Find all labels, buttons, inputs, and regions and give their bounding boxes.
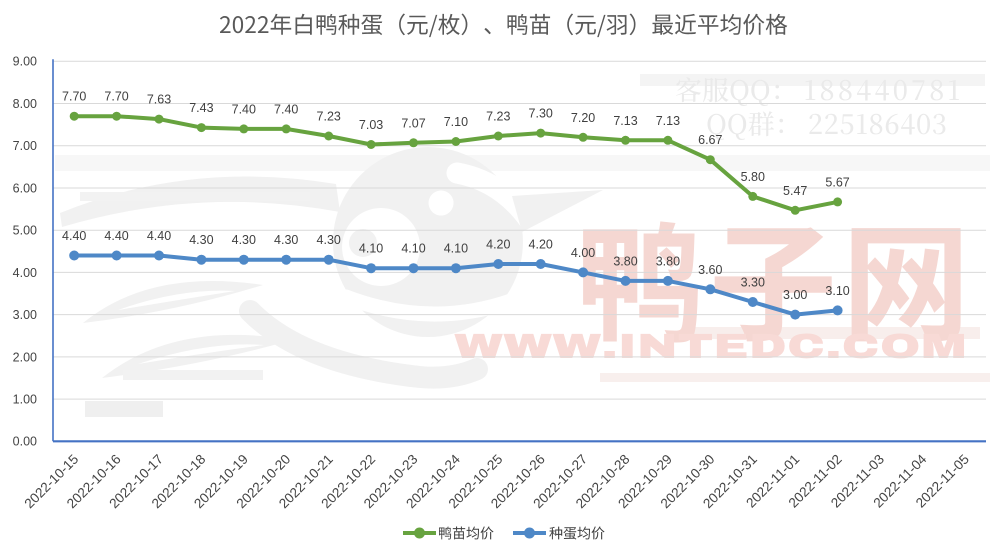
svg-text:4.30: 4.30: [189, 233, 213, 247]
svg-text:2.00: 2.00: [13, 350, 37, 364]
svg-text:4.40: 4.40: [147, 229, 171, 243]
svg-text:7.10: 7.10: [444, 115, 468, 129]
svg-text:4.10: 4.10: [401, 242, 425, 256]
svg-text:7.00: 7.00: [13, 139, 37, 153]
svg-text:0.00: 0.00: [13, 435, 37, 449]
svg-text:7.23: 7.23: [317, 110, 341, 124]
svg-text:3.10: 3.10: [825, 284, 849, 298]
svg-text:7.43: 7.43: [189, 101, 213, 115]
svg-text:4.00: 4.00: [571, 246, 595, 260]
svg-text:7.20: 7.20: [571, 111, 595, 125]
svg-text:4.00: 4.00: [13, 266, 37, 280]
svg-text:5.00: 5.00: [13, 224, 37, 238]
svg-text:3.80: 3.80: [613, 254, 637, 268]
svg-text:4.20: 4.20: [529, 238, 553, 252]
svg-text:5.67: 5.67: [825, 175, 849, 189]
svg-text:7.03: 7.03: [359, 118, 383, 132]
svg-text:7.13: 7.13: [613, 114, 637, 128]
svg-text:4.20: 4.20: [486, 238, 510, 252]
svg-text:7.70: 7.70: [62, 90, 86, 104]
svg-text:5.47: 5.47: [783, 184, 807, 198]
svg-text:7.40: 7.40: [274, 102, 298, 116]
svg-text:7.40: 7.40: [232, 102, 256, 116]
svg-text:1.00: 1.00: [13, 393, 37, 407]
svg-text:3.00: 3.00: [13, 308, 37, 322]
svg-text:8.00: 8.00: [13, 97, 37, 111]
svg-text:7.30: 7.30: [529, 107, 553, 121]
svg-text:3.60: 3.60: [698, 263, 722, 277]
svg-text:4.40: 4.40: [62, 229, 86, 243]
svg-text:4.30: 4.30: [274, 233, 298, 247]
svg-text:4.40: 4.40: [104, 229, 128, 243]
svg-text:5.80: 5.80: [741, 170, 765, 184]
svg-text:4.30: 4.30: [317, 233, 341, 247]
svg-text:6.67: 6.67: [698, 133, 722, 147]
svg-text:4.30: 4.30: [232, 233, 256, 247]
svg-text:3.80: 3.80: [656, 254, 680, 268]
svg-text:6.00: 6.00: [13, 181, 37, 195]
svg-text:7.70: 7.70: [104, 90, 128, 104]
svg-text:7.23: 7.23: [486, 110, 510, 124]
svg-text:7.07: 7.07: [401, 116, 425, 130]
svg-text:7.63: 7.63: [147, 93, 171, 107]
svg-text:4.10: 4.10: [444, 242, 468, 256]
svg-text:7.13: 7.13: [656, 114, 680, 128]
svg-text:3.30: 3.30: [741, 276, 765, 290]
svg-text:9.00: 9.00: [13, 55, 37, 69]
svg-text:3.00: 3.00: [783, 288, 807, 302]
svg-text:4.10: 4.10: [359, 242, 383, 256]
